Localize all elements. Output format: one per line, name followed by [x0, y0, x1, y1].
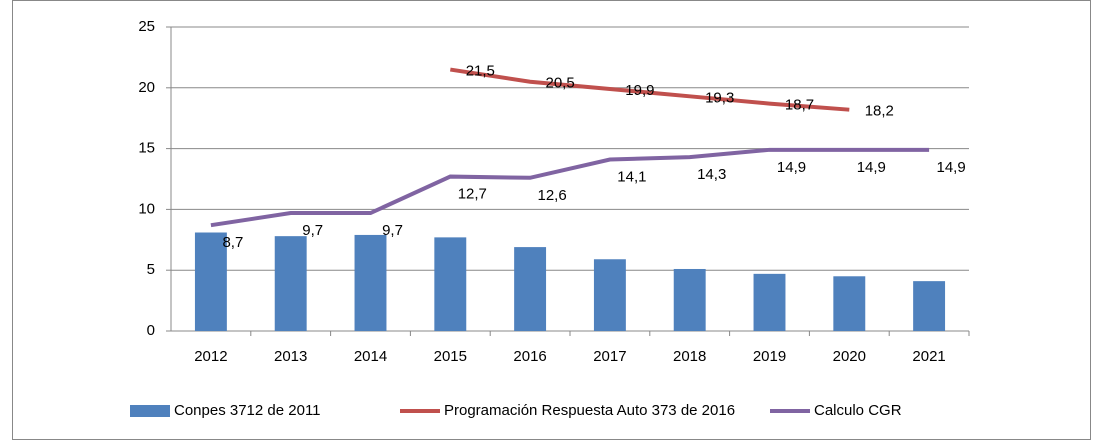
bar: [913, 281, 946, 331]
data-label: 19,9: [625, 82, 654, 99]
y-tick-label: 10: [138, 200, 155, 217]
line-series: [449, 67, 850, 112]
data-label: 18,7: [785, 97, 814, 114]
data-label: 8,7: [222, 234, 243, 251]
data-label: 14,3: [697, 166, 726, 183]
x-tick-label: 2015: [434, 348, 467, 365]
x-tick-label: 2017: [593, 348, 626, 365]
bar: [593, 259, 626, 331]
data-label: 21,5: [466, 63, 495, 80]
data-label: 9,7: [382, 222, 403, 239]
data-label: 12,6: [537, 187, 566, 204]
data-label: 14,9: [857, 159, 886, 176]
legend-label: Programación Respuesta Auto 373 de 2016: [444, 402, 735, 419]
data-label: 14,9: [936, 159, 965, 176]
x-tick-label: 2013: [274, 348, 307, 365]
y-tick-label: 5: [147, 261, 155, 278]
data-label: 14,1: [617, 169, 646, 186]
bar: [274, 236, 307, 331]
legend-label: Calculo CGR: [814, 402, 902, 419]
bar: [194, 232, 227, 331]
y-tick-label: 15: [138, 140, 155, 157]
x-tick-label: 2020: [833, 348, 866, 365]
x-tick-label: 2021: [912, 348, 945, 365]
bar: [673, 268, 706, 331]
chart-frame: [12, 0, 1091, 440]
x-tick-label: 2019: [753, 348, 786, 365]
bar: [514, 247, 547, 331]
y-tick-label: 0: [147, 322, 155, 339]
y-tick-label: 25: [138, 18, 155, 35]
x-tick-label: 2014: [354, 348, 387, 365]
data-label: 20,5: [545, 75, 574, 92]
legend-label: Conpes 3712 de 2011: [174, 402, 321, 419]
x-tick-label: 2018: [673, 348, 706, 365]
bar: [354, 234, 387, 331]
data-label: 18,2: [865, 103, 894, 120]
bar: [753, 273, 786, 331]
data-label: 19,3: [705, 89, 734, 106]
data-label: 9,7: [302, 222, 323, 239]
x-tick-label: 2016: [513, 348, 546, 365]
bar: [833, 276, 866, 331]
x-tick-label: 2012: [194, 348, 227, 365]
data-label: 12,7: [458, 186, 487, 203]
bar: [434, 237, 467, 331]
line-series: [210, 147, 930, 228]
y-tick-label: 20: [138, 79, 155, 96]
data-label: 14,9: [777, 159, 806, 176]
legend-swatch: [130, 405, 170, 417]
